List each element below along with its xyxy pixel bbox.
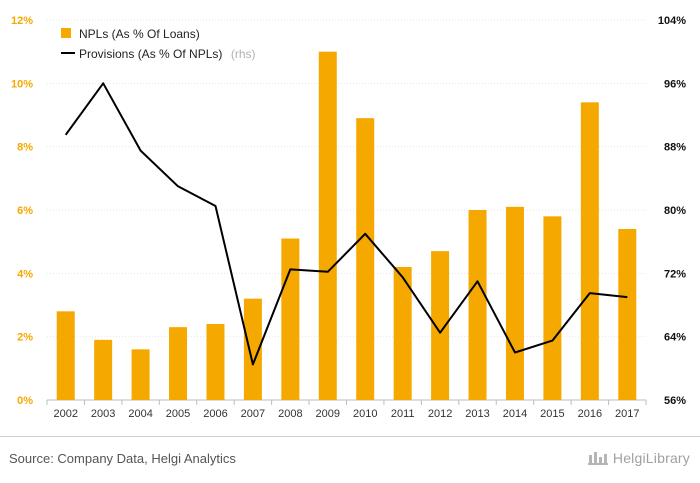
y-right-tick-label: 64%: [664, 332, 686, 344]
helgi-logo: HelgiLibrary: [587, 449, 690, 467]
legend-label-provisions: Provisions (As % Of NPLs) (rhs): [79, 45, 256, 62]
bar-npls: [505, 206, 524, 400]
bar-series: [56, 51, 637, 401]
bar-npls: [131, 349, 150, 400]
y-left-tick-label: 4%: [17, 268, 33, 280]
x-tick-label: 2004: [128, 408, 152, 420]
logo-text: HelgiLibrary: [612, 450, 690, 466]
y-left-tick-label: 0%: [17, 395, 33, 407]
y-left-tick-label: 6%: [17, 205, 33, 217]
x-tick-label: 2016: [578, 408, 602, 420]
x-tick-label: 2015: [540, 408, 564, 420]
footer-divider: [0, 436, 700, 437]
x-tick-label: 2005: [166, 408, 190, 420]
x-tick-label: 2013: [465, 408, 489, 420]
line-series: [64, 82, 628, 366]
y-left-tick-label: 8%: [17, 142, 33, 154]
bar-npls: [356, 118, 375, 401]
x-tick-label: 2012: [428, 408, 452, 420]
y-right-tick-label: 72%: [664, 268, 686, 280]
x-axis: 2002 2003 2004 2005 2006 2007 2008 2009 2010 2011…: [46, 400, 647, 420]
y-right-tick-label: 104%: [658, 15, 686, 27]
bar-npls: [618, 229, 637, 400]
y-left-tick-label: 12%: [11, 15, 33, 27]
bar-npls: [281, 238, 300, 400]
bar-npls: [431, 251, 450, 400]
bar-npls: [206, 324, 225, 400]
bar-npls: [393, 267, 412, 400]
legend-swatch-npls: [61, 28, 71, 38]
y-right-tick-label: 80%: [664, 205, 686, 217]
bar-npls: [580, 102, 599, 400]
legend: NPLs (As % Of Loans) Provisions (As % Of…: [61, 27, 256, 62]
y-right-tick-label: 88%: [664, 142, 686, 154]
x-tick-label: 2009: [316, 408, 340, 420]
x-tick-label: 2002: [53, 408, 77, 420]
source-note: Source: Company Data, Helgi Analytics: [9, 451, 236, 466]
x-tick-label: 2006: [203, 408, 227, 420]
y-axis-left: 0% 2% 4% 6% 8% 10% 12%: [11, 15, 33, 407]
x-tick-label: 2017: [615, 408, 639, 420]
y-right-tick-label: 56%: [664, 395, 686, 407]
bar-npls: [56, 311, 75, 400]
bar-npls: [543, 216, 562, 400]
chart-area: 0%2%4%6%8%10%12% 56%64%72%80%88%96%104% …: [11, 15, 686, 420]
bar-npls: [169, 327, 188, 400]
x-tick-label: 2007: [241, 408, 265, 420]
x-tick-label: 2008: [278, 408, 302, 420]
x-tick-label: 2003: [91, 408, 115, 420]
bar-npls: [94, 339, 113, 400]
bar-npls: [243, 298, 262, 400]
x-tick-label: 2010: [353, 408, 377, 420]
legend-label-npls: NPLs (As % Of Loans): [79, 27, 200, 41]
bar-npls: [318, 51, 337, 401]
y-axis-right: 56% 64% 72% 80% 88% 96% 104%: [658, 15, 686, 407]
line-provisions: [64, 82, 628, 366]
legend-label-provisions-suffix: (rhs): [231, 47, 256, 61]
y-right-tick-label: 96%: [664, 78, 686, 90]
y-left-tick-label: 10%: [11, 78, 33, 90]
legend-label-provisions-name: Provisions (As % Of NPLs): [79, 47, 222, 61]
x-tick-label: 2011: [391, 408, 415, 420]
bar-npls: [468, 210, 487, 400]
y-left-tick-label: 2%: [17, 332, 33, 344]
library-icon: [587, 452, 608, 465]
x-tick-label: 2014: [503, 408, 527, 420]
